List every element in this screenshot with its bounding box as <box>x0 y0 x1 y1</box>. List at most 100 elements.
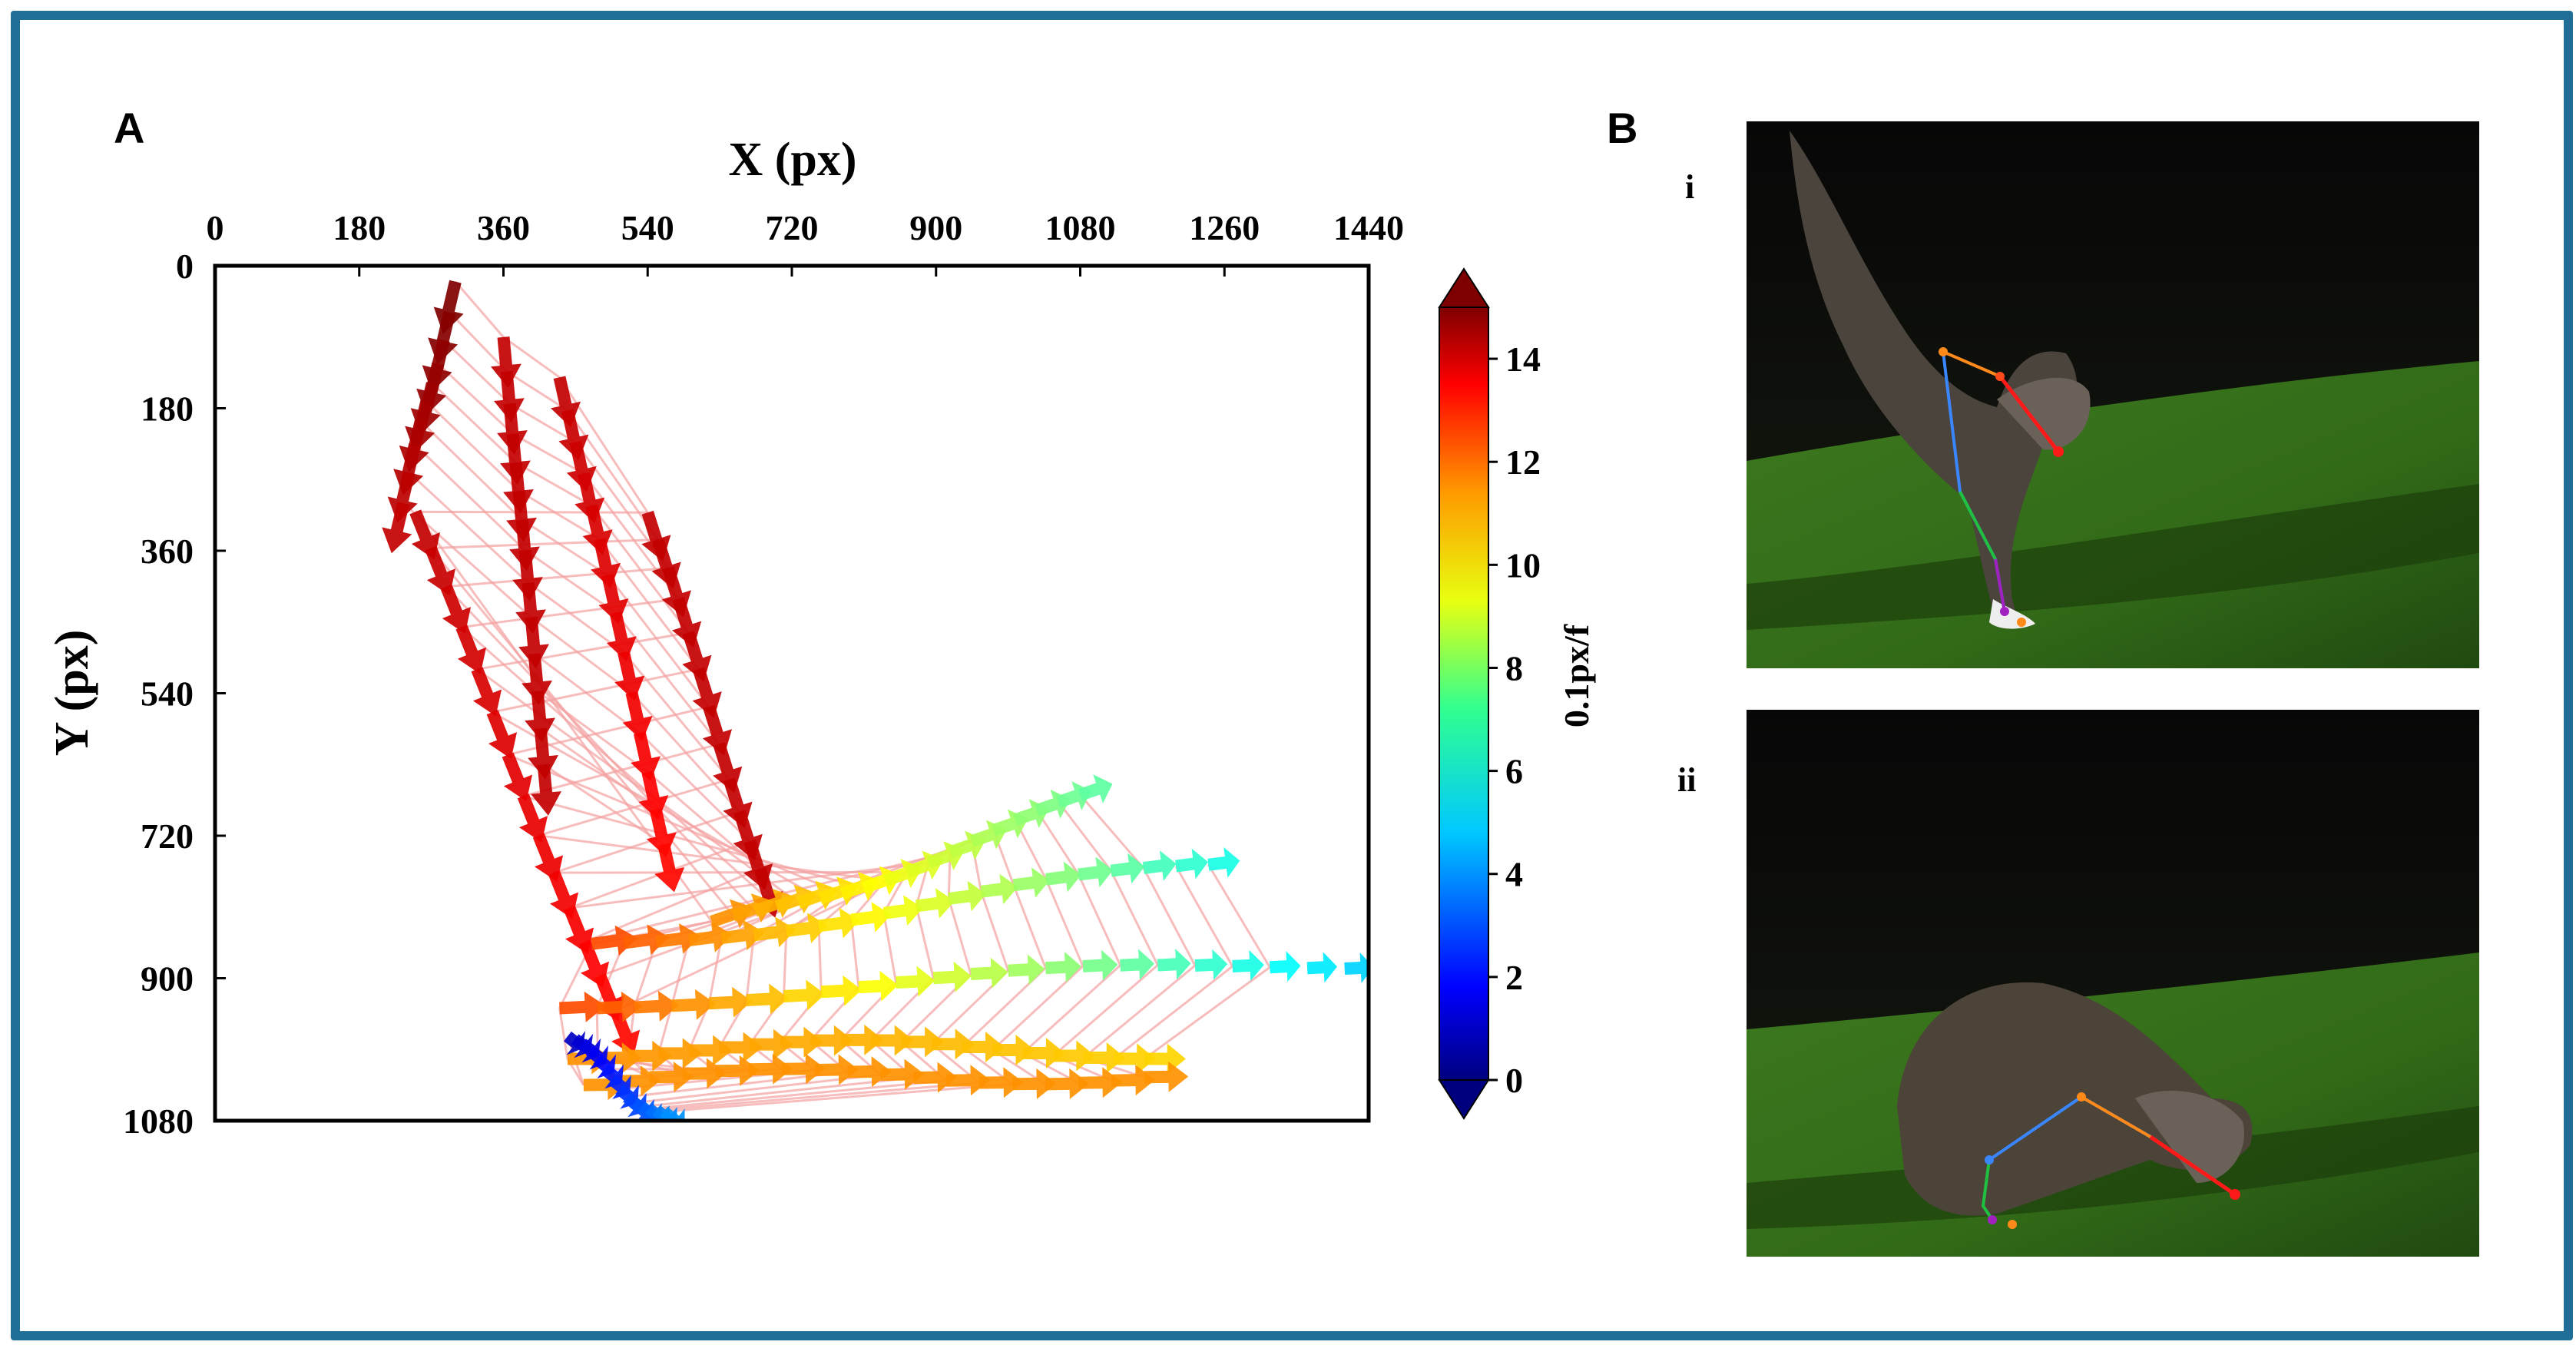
colorbar-tick-label: 12 <box>1505 442 1541 482</box>
velocity-arrow <box>1269 951 1301 982</box>
velocity-arrow <box>494 370 525 423</box>
velocity-arrow <box>753 916 796 948</box>
y-tick-label: 720 <box>141 817 194 856</box>
trajectory-link <box>508 403 577 443</box>
velocity-arrow <box>980 873 1018 905</box>
colorbar-min-extend <box>1438 1079 1490 1120</box>
velocity-arrow <box>1194 949 1228 980</box>
colorbar-tick-label: 10 <box>1505 545 1541 585</box>
trajectory-link <box>641 1076 914 1108</box>
trajectory-link <box>521 518 608 576</box>
velocity-arrows <box>382 280 1369 1121</box>
y-tick-label: 360 <box>141 532 194 571</box>
velocity-arrow <box>515 581 546 634</box>
colorbar-tick-label: 6 <box>1505 752 1523 791</box>
trajectory-link <box>1052 964 1159 1057</box>
trajectory-link <box>947 898 972 975</box>
trajectory-link <box>670 939 690 1006</box>
trajectory-link <box>663 1082 1013 1113</box>
trajectory-link <box>454 280 505 338</box>
trajectory-link <box>849 919 860 988</box>
velocity-arrow <box>506 490 537 542</box>
x-axis-ticks: 0 180 360 540 720 900 1080 1260 1440 <box>207 208 1404 277</box>
velocity-arrow <box>528 727 558 780</box>
colorbar: 0 2 4 6 8 10 12 14 0.1px/f <box>1438 267 1596 1120</box>
velocity-arrow <box>858 970 899 1002</box>
x-tick-label: 180 <box>333 208 386 247</box>
colorbar-tick-label: 0 <box>1505 1061 1523 1100</box>
y-tick-label: 180 <box>141 389 194 429</box>
velocity-arrow <box>1012 867 1050 898</box>
velocity-arrow <box>634 990 680 1022</box>
x-tick-label: 1440 <box>1333 208 1404 247</box>
velocity-arrow <box>509 519 540 571</box>
trajectory-link <box>1035 810 1080 876</box>
velocity-arrow <box>880 1058 925 1090</box>
velocity-arrow <box>1045 861 1081 893</box>
x-tick-label: 0 <box>207 208 224 247</box>
trajectory-link <box>992 965 1084 1052</box>
velocity-arrow <box>746 983 789 1015</box>
velocity-arrow <box>641 510 671 562</box>
photo-cat-jumping <box>1747 121 2479 668</box>
y-axis-title: Y (px) <box>46 630 98 757</box>
trajectory-link <box>530 616 633 694</box>
x-tick-label: 360 <box>477 208 530 247</box>
velocity-arrow <box>616 1065 661 1097</box>
trajectory-link <box>1144 966 1271 1060</box>
velocity-arrow <box>818 876 859 906</box>
colorbar-label: 0.1px/f <box>1557 624 1596 727</box>
trajectory-link <box>707 937 723 1004</box>
trajectory-link <box>1207 863 1271 969</box>
velocity-arrow <box>440 584 472 634</box>
velocity-arrow <box>979 1067 1024 1098</box>
x-tick-label: 900 <box>909 208 962 247</box>
velocity-arrow <box>915 888 955 919</box>
trajectory-link <box>657 1005 673 1054</box>
velocity-arrow <box>1120 949 1154 980</box>
velocity-arrow <box>840 1024 884 1055</box>
velocity-arrow <box>532 833 564 882</box>
velocity-arrow <box>671 989 716 1020</box>
y-tick-label: 900 <box>141 959 194 999</box>
velocity-arrow <box>559 991 606 1022</box>
trajectory-link <box>442 339 511 405</box>
velocity-arrow <box>948 880 987 912</box>
velocity-arrow <box>1083 1042 1126 1074</box>
trajectory-link <box>614 611 720 745</box>
velocity-arrow <box>1110 853 1145 884</box>
trajectory-link <box>656 1082 980 1111</box>
trajectory-link <box>783 930 788 997</box>
colorbar-gradient <box>1439 306 1489 1081</box>
velocity-arrow <box>382 502 412 554</box>
trajectory-link <box>584 867 760 943</box>
velocity-arrow <box>531 764 561 816</box>
velocity-arrow <box>455 624 487 674</box>
velocity-arrow <box>502 752 533 802</box>
trajectory-link <box>476 668 800 904</box>
velocity-arrow <box>932 961 972 992</box>
velocity-arrow <box>1078 856 1114 888</box>
velocity-arrow <box>1306 952 1338 983</box>
trajectory-link <box>512 432 584 475</box>
trajectory-link <box>437 363 514 435</box>
trajectory-link <box>425 400 520 492</box>
panel-b-sub-ii-label: ii <box>1677 761 1697 799</box>
trajectory-link <box>449 311 508 373</box>
velocity-arrow <box>610 1008 641 1056</box>
velocity-arrow <box>655 923 701 954</box>
colorbar-max-extend <box>1438 267 1490 308</box>
velocity-arrow <box>1045 951 1081 982</box>
trajectory-link <box>558 1008 569 1059</box>
trajectory-link <box>980 891 1010 972</box>
velocity-arrow <box>753 888 796 918</box>
velocity-arrow <box>810 1025 854 1056</box>
velocity-arrow <box>1344 952 1369 983</box>
trajectory-link <box>430 538 658 550</box>
velocity-arrow <box>1012 1068 1057 1099</box>
trajectory-link <box>915 906 935 979</box>
x-tick-label: 1080 <box>1045 208 1116 247</box>
trajectory-link <box>569 861 929 909</box>
velocity-arrow <box>847 1056 892 1088</box>
velocity-arrow <box>512 549 543 601</box>
